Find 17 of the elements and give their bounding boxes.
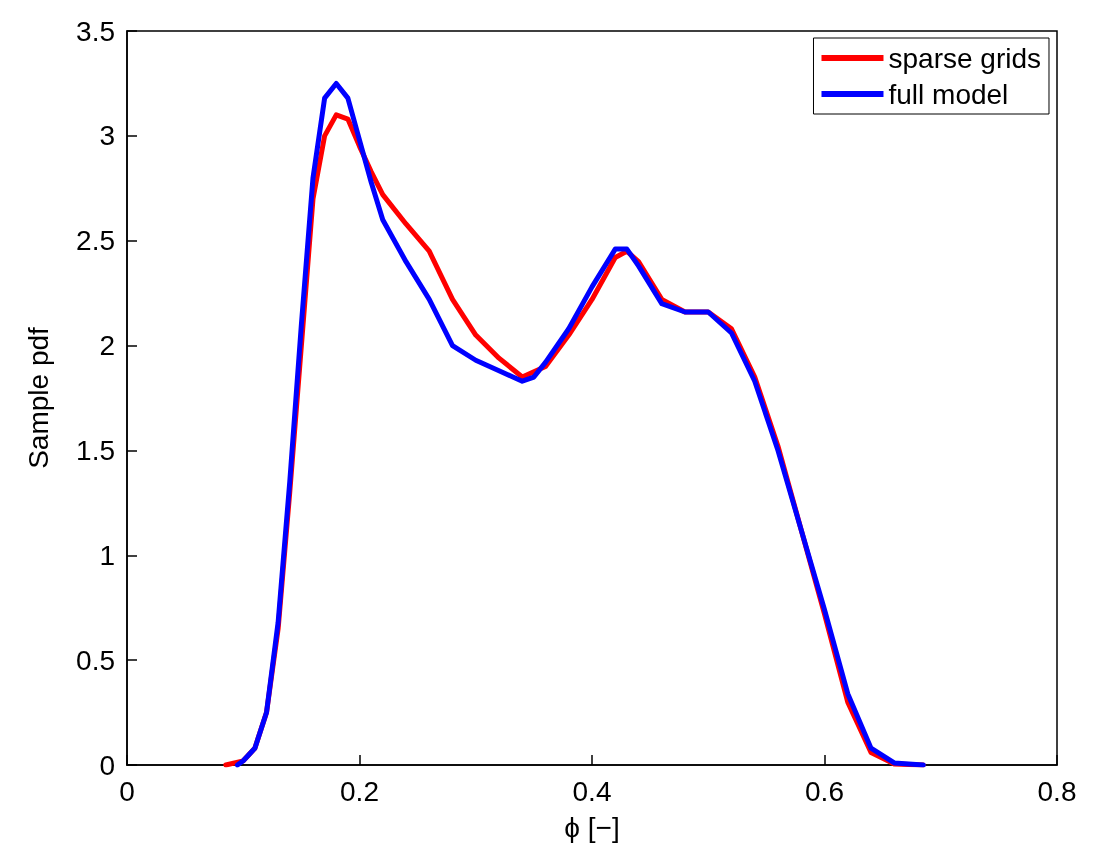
x-tick-label: 0 — [119, 775, 135, 807]
y-tick-label: 2.5 — [76, 225, 115, 257]
y-tick-label: 2 — [99, 330, 115, 362]
y-tick-label: 0.5 — [76, 644, 115, 676]
y-tick-label: 3.5 — [76, 15, 115, 47]
x-axis-title: ϕ [−] — [564, 811, 620, 843]
x-tick-label: 0.8 — [1037, 775, 1077, 807]
y-axis-title: Sample pdf — [22, 326, 54, 469]
legend-label: full model — [888, 78, 1009, 110]
y-tick-label: 0 — [99, 749, 115, 781]
y-tick-label: 1.5 — [76, 434, 115, 466]
x-tick-label: 0.2 — [340, 775, 379, 807]
legend-label: sparse grids — [888, 42, 1042, 74]
y-tick-label: 1 — [99, 539, 115, 571]
x-tick-label: 0.6 — [805, 775, 844, 807]
y-tick-label: 3 — [99, 120, 115, 152]
x-tick-label: 0.4 — [572, 775, 612, 807]
